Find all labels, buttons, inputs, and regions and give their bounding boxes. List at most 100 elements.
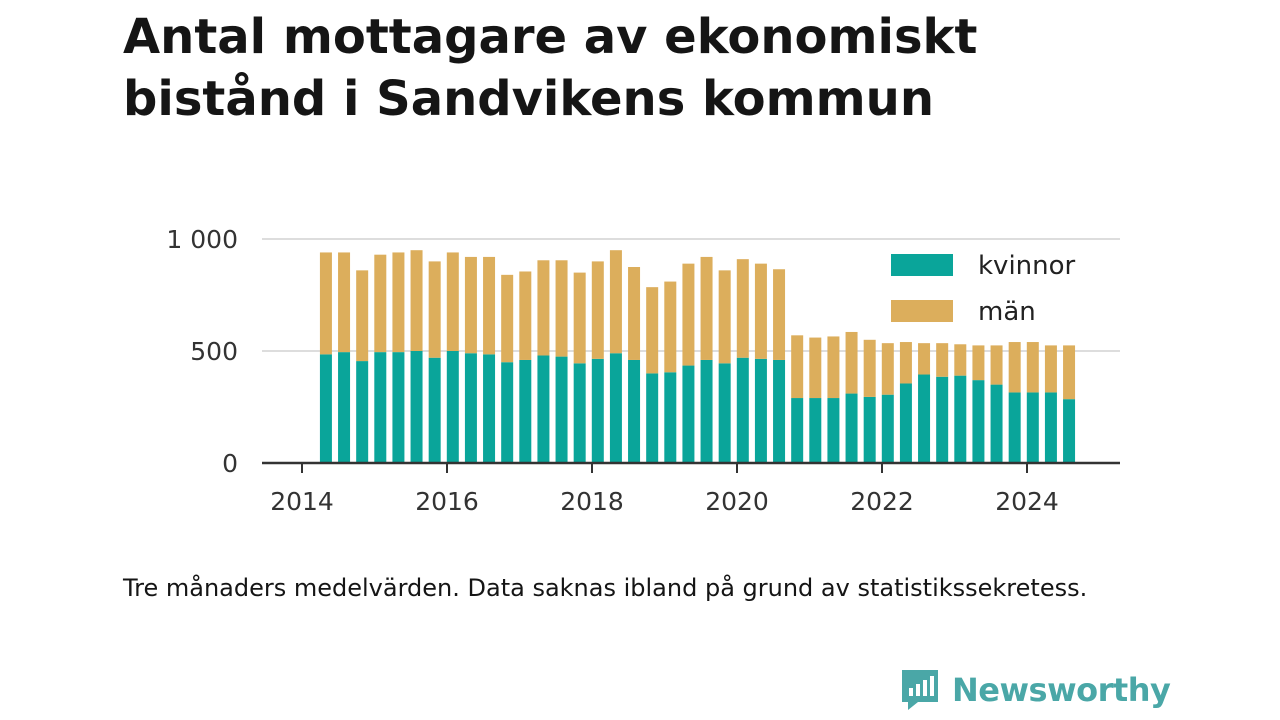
- newsworthy-logo-icon: [902, 670, 938, 710]
- chart-footnote: Tre månaders medelvärden. Data saknas ib…: [123, 574, 1088, 602]
- bar-kvinnor: [664, 372, 677, 463]
- bar-man: [609, 250, 622, 354]
- bar-man: [918, 343, 931, 375]
- bar-man: [446, 252, 459, 351]
- bar-kvinnor: [537, 355, 550, 463]
- bar-kvinnor: [428, 357, 441, 463]
- bar-kvinnor: [700, 359, 713, 463]
- bar-man: [573, 272, 586, 364]
- bar-kvinnor: [682, 365, 695, 463]
- legend-swatch: [891, 254, 953, 276]
- bar-man: [537, 260, 550, 356]
- bar-kvinnor: [410, 351, 423, 463]
- bar-kvinnor: [464, 353, 477, 463]
- bar-kvinnor: [936, 376, 949, 463]
- y-tick-label: 500: [190, 337, 238, 366]
- bar-kvinnor: [374, 352, 387, 463]
- bar-man: [1008, 342, 1021, 393]
- bar-kvinnor: [899, 383, 912, 463]
- bar-man: [809, 337, 822, 399]
- bar-man: [718, 270, 731, 364]
- bar-man: [356, 270, 369, 362]
- bar-kvinnor: [718, 363, 731, 463]
- bar-kvinnor: [591, 358, 604, 463]
- bar-man: [628, 267, 641, 360]
- bar-kvinnor: [863, 396, 876, 463]
- bar-man: [646, 287, 659, 374]
- y-axis-tick-labels: 0 500 1 000: [166, 225, 238, 478]
- bar-kvinnor: [646, 373, 659, 463]
- bar-kvinnor: [483, 354, 496, 463]
- legend: kvinnor män: [879, 240, 1095, 340]
- bar-kvinnor: [519, 359, 532, 463]
- bar-man: [483, 256, 496, 355]
- bar-kvinnor: [628, 359, 641, 463]
- bar-man: [972, 345, 985, 381]
- legend-label: kvinnor: [978, 251, 1076, 281]
- bar-man: [555, 260, 568, 357]
- bar-man: [827, 336, 840, 399]
- bar-man: [410, 250, 423, 351]
- bar-man: [990, 345, 1003, 385]
- bar-kvinnor: [356, 361, 369, 463]
- brand-name: Newsworthy: [952, 671, 1171, 709]
- bar-kvinnor: [501, 362, 514, 463]
- bar-man: [682, 263, 695, 366]
- bar-man: [1063, 345, 1076, 400]
- bar-man: [392, 252, 405, 353]
- bar-man: [863, 339, 876, 397]
- bar-man: [881, 343, 894, 395]
- bar-kvinnor: [881, 394, 894, 463]
- bar-kvinnor: [954, 375, 967, 463]
- bar-man: [773, 269, 786, 360]
- bar-kvinnor: [1026, 392, 1039, 463]
- bar-kvinnor: [392, 352, 405, 463]
- x-axis: 2014 2016 2018 2020 2022 2024: [262, 461, 1120, 516]
- bar-kvinnor: [845, 393, 858, 463]
- bar-man: [664, 281, 677, 373]
- bar-kvinnor: [773, 359, 786, 463]
- bar-man: [338, 252, 351, 353]
- newsworthy-brand: Newsworthy: [900, 668, 1171, 712]
- bar-man: [845, 331, 858, 394]
- bar-man: [501, 274, 514, 363]
- bar-kvinnor: [736, 357, 749, 463]
- stacked-bar-chart: 0 500 1 000 2014 2016 2018 2020 2022 2024 kvinn…: [166, 225, 1120, 516]
- bar-kvinnor: [990, 384, 1003, 463]
- x-tick-label: 2014: [270, 487, 334, 516]
- bars: [319, 250, 1076, 463]
- x-tick-label: 2018: [560, 487, 624, 516]
- bar-man: [374, 254, 387, 353]
- bar-man: [591, 261, 604, 359]
- x-tick-label: 2016: [415, 487, 479, 516]
- legend-swatch: [891, 300, 953, 322]
- bar-man: [736, 259, 749, 358]
- bar-kvinnor: [1008, 392, 1021, 463]
- bar-man: [1026, 342, 1039, 393]
- bar-kvinnor: [573, 363, 586, 463]
- bar-man: [428, 261, 441, 358]
- bar-kvinnor: [972, 380, 985, 463]
- bar-kvinnor: [319, 354, 332, 463]
- bar-man: [700, 256, 713, 360]
- bar-kvinnor: [754, 358, 767, 463]
- bar-man: [519, 271, 532, 360]
- bar-kvinnor: [809, 398, 822, 463]
- bar-kvinnor: [1063, 399, 1076, 463]
- x-tick-label: 2022: [850, 487, 914, 516]
- bar-kvinnor: [827, 398, 840, 463]
- bar-man: [1044, 345, 1057, 393]
- bar-man: [936, 343, 949, 377]
- bar-kvinnor: [555, 356, 568, 463]
- bar-man: [464, 256, 477, 354]
- bar-man: [954, 344, 967, 376]
- chart-title: Antal mottagare av ekonomiskt bistånd i …: [123, 9, 978, 127]
- x-tick-label: 2020: [705, 487, 769, 516]
- y-tick-label: 1 000: [166, 225, 238, 254]
- bar-kvinnor: [446, 351, 459, 463]
- bar-man: [754, 263, 767, 359]
- bar-man: [791, 335, 804, 399]
- legend-label: män: [978, 297, 1036, 327]
- bar-kvinnor: [791, 398, 804, 463]
- bar-man: [319, 252, 332, 355]
